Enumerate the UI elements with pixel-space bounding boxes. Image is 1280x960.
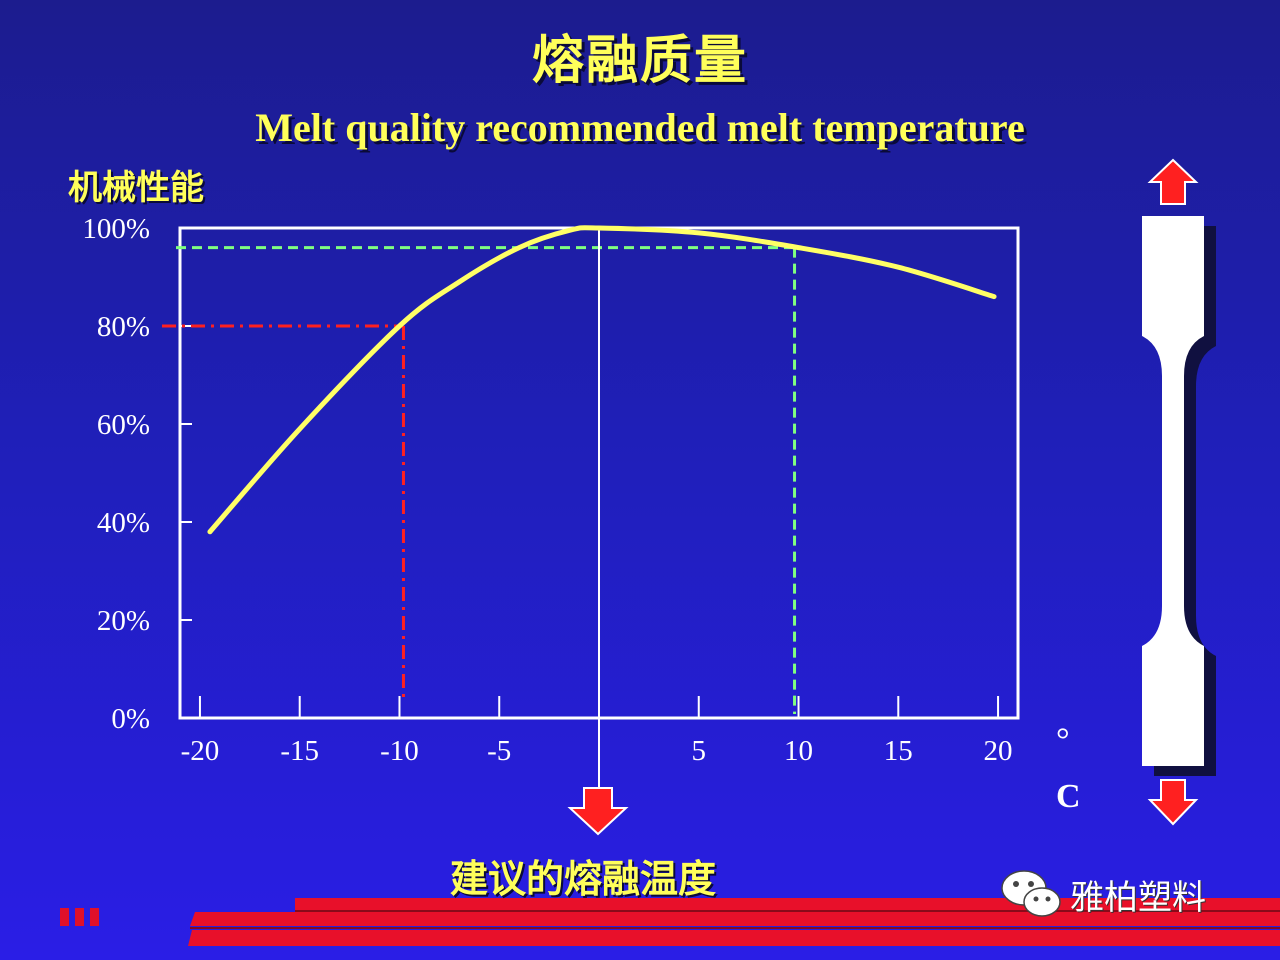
x-unit-celsius: C: [1056, 778, 1081, 815]
down-arrow-icon: [1147, 779, 1199, 826]
up-arrow-icon: [1147, 158, 1199, 205]
x-tick-label: -15: [280, 735, 319, 767]
x-tick-label: 15: [884, 735, 913, 767]
x-tick-label: 10: [784, 735, 813, 767]
x-tick-label: 20: [984, 735, 1013, 767]
y-tick-label: 20%: [97, 605, 150, 637]
watermark-text: 雅柏塑料: [1070, 877, 1206, 918]
y-tick-label: 60%: [97, 409, 150, 441]
down-arrow-icon: [567, 787, 629, 836]
data-series-line: [207, 225, 997, 535]
y-tick-label: 40%: [97, 507, 150, 539]
chart-title: 熔融质量: [531, 31, 748, 91]
y-tick-label: 0%: [111, 703, 150, 735]
decorative-stripes: [188, 898, 1280, 946]
y-tick-label: 100%: [82, 213, 150, 245]
menu-icon[interactable]: [60, 908, 99, 926]
wechat-icon: [1001, 870, 1061, 917]
y-tick-label: 80%: [97, 311, 150, 343]
x-axis-label: 建议的熔融温度: [450, 857, 717, 901]
chart-subtitle: Melt quality recommended melt temperatur…: [255, 105, 1025, 150]
x-tick-label: -10: [380, 735, 419, 767]
watermark: 雅柏塑料: [1000, 868, 1206, 920]
x-tick-label: 5: [692, 735, 707, 767]
x-tick-label: -5: [487, 735, 511, 767]
x-unit-degree: °: [1056, 722, 1070, 759]
y-axis-label: 机械性能: [68, 168, 204, 208]
tensile-specimen-icon: [1142, 216, 1216, 776]
x-tick-label: -20: [181, 735, 220, 767]
